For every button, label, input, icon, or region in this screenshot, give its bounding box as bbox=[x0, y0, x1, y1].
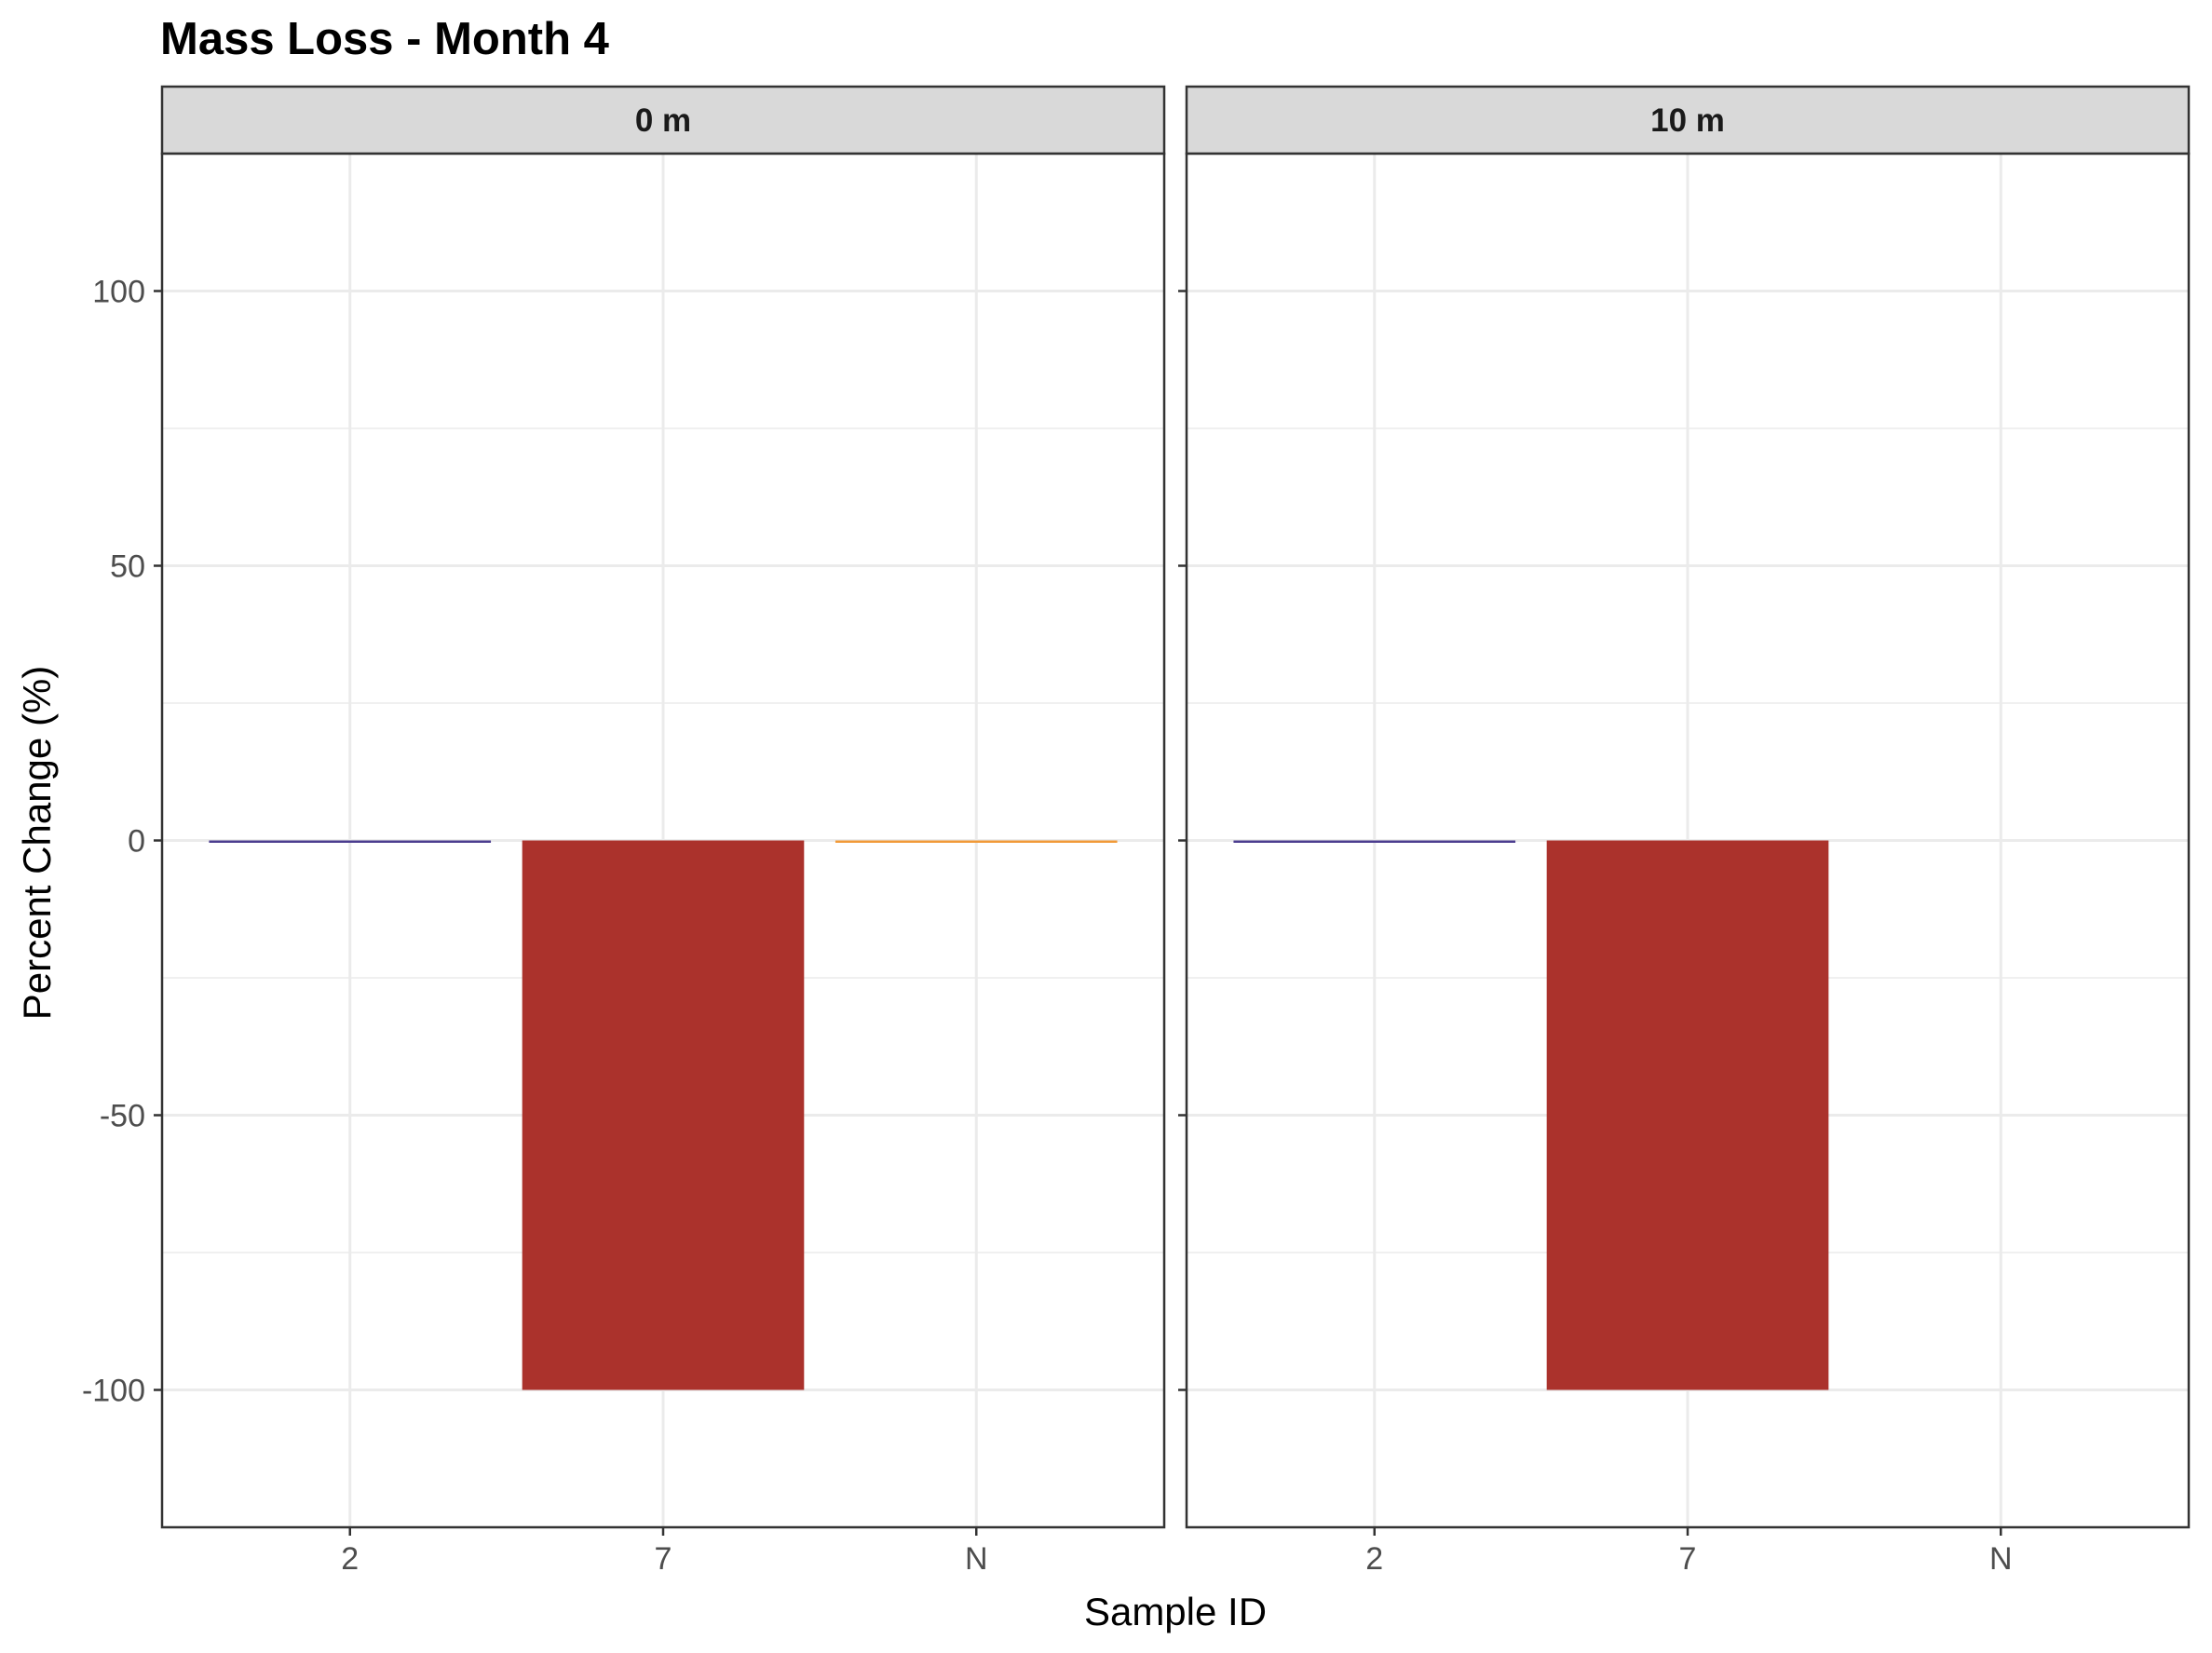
facet-strip-label: 0 m bbox=[635, 102, 691, 139]
facet-panels: 0 m 2 7 N -100 -50 0 50 100 10 m 2 7 N bbox=[82, 85, 2191, 1577]
bar-7 bbox=[1546, 840, 1829, 1390]
x-tick-label: 7 bbox=[655, 1541, 672, 1577]
y-tick-label: 0 bbox=[128, 824, 145, 860]
y-axis-title: Percent Change (%) bbox=[15, 666, 59, 1021]
bar-2 bbox=[209, 840, 492, 843]
x-tick-label: N bbox=[965, 1541, 988, 1577]
bar-7 bbox=[522, 840, 805, 1390]
facet-strip bbox=[1185, 85, 2191, 156]
facet-strip bbox=[160, 85, 1166, 156]
y-tick-label: -100 bbox=[82, 1374, 145, 1409]
y-tick-label: 50 bbox=[110, 549, 145, 585]
facet-panel-0: 0 m 2 7 N -100 -50 0 50 100 bbox=[82, 85, 1166, 1577]
x-tick-label: 2 bbox=[1365, 1541, 1383, 1577]
y-tick-label: 100 bbox=[92, 275, 145, 310]
x-tick-label: 2 bbox=[341, 1541, 359, 1577]
bar-2 bbox=[1233, 840, 1516, 843]
y-tick-label: -50 bbox=[100, 1099, 145, 1134]
x-tick-label: N bbox=[1989, 1541, 2013, 1577]
x-tick-label: 7 bbox=[1679, 1541, 1697, 1577]
chart-title: Mass Loss - Month 4 bbox=[160, 14, 609, 64]
facet-strip-label: 10 m bbox=[1650, 102, 1725, 139]
bar-N bbox=[835, 840, 1118, 843]
x-axis-title: Sample ID bbox=[1084, 1590, 1267, 1633]
facet-panel-1: 10 m 2 7 N bbox=[1178, 85, 2191, 1577]
